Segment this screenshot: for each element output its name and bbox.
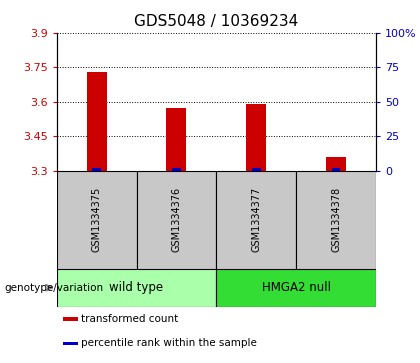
Bar: [326, 157, 346, 171]
Text: wild type: wild type: [110, 281, 163, 294]
Bar: [216, 171, 296, 269]
Text: GSM1334377: GSM1334377: [251, 187, 261, 252]
Text: GSM1334376: GSM1334376: [171, 187, 181, 252]
Text: percentile rank within the sample: percentile rank within the sample: [81, 338, 257, 348]
Bar: [57, 269, 216, 307]
Text: transformed count: transformed count: [81, 314, 178, 324]
Bar: [166, 108, 186, 171]
Bar: [216, 269, 376, 307]
Bar: [136, 171, 216, 269]
Text: GSM1334378: GSM1334378: [331, 187, 341, 252]
Title: GDS5048 / 10369234: GDS5048 / 10369234: [134, 14, 299, 29]
Bar: [63, 317, 79, 321]
Text: HMGA2 null: HMGA2 null: [262, 281, 331, 294]
Bar: [87, 72, 107, 171]
Bar: [296, 171, 376, 269]
Bar: [172, 168, 181, 171]
Bar: [92, 168, 101, 171]
Bar: [57, 171, 136, 269]
Bar: [246, 104, 266, 171]
Bar: [63, 342, 79, 346]
Text: genotype/variation: genotype/variation: [4, 283, 103, 293]
Bar: [331, 168, 341, 171]
Text: GSM1334375: GSM1334375: [92, 187, 102, 252]
Bar: [252, 168, 261, 171]
